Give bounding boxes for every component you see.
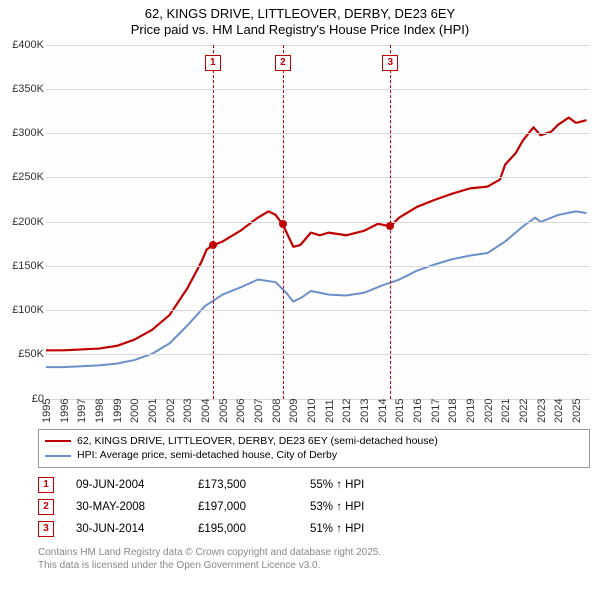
gridline-h <box>46 310 590 311</box>
gridline-h <box>46 266 590 267</box>
title-block: 62, KINGS DRIVE, LITTLEOVER, DERBY, DE23… <box>0 0 600 39</box>
event-marker-box: 2 <box>275 55 291 71</box>
event-price: £197,000 <box>198 501 288 513</box>
figure: 62, KINGS DRIVE, LITTLEOVER, DERBY, DE23… <box>0 0 600 590</box>
y-tick-label: £0 <box>0 393 44 405</box>
event-date: 30-JUN-2014 <box>76 523 176 535</box>
x-tick-label: 2014 <box>377 398 379 422</box>
series-price_paid <box>46 117 586 350</box>
x-tick-label: 2021 <box>500 398 502 422</box>
footnote-line-1: Contains HM Land Registry data © Crown c… <box>38 546 590 559</box>
plot-region: £0£50K£100K£150K£200K£250K£300K£350K£400… <box>46 45 590 399</box>
event-row: 3 30-JUN-2014 £195,000 51% ↑ HPI <box>38 518 590 540</box>
y-tick-label: £100K <box>0 304 44 316</box>
event-delta: 55% ↑ HPI <box>310 479 410 491</box>
legend-item: HPI: Average price, semi-detached house,… <box>45 448 583 463</box>
x-tick-label: 2006 <box>235 398 237 422</box>
gridline-h <box>46 222 590 223</box>
x-tick-label: 2016 <box>412 398 414 422</box>
gridline-h <box>46 177 590 178</box>
x-tick-label: 2005 <box>218 398 220 422</box>
x-tick-label: 2007 <box>253 398 255 422</box>
event-idx: 1 <box>38 477 54 493</box>
event-row: 2 30-MAY-2008 £197,000 53% ↑ HPI <box>38 496 590 518</box>
y-tick-label: £200K <box>0 216 44 228</box>
event-marker-dot <box>209 241 217 249</box>
x-tick-label: 1996 <box>59 398 61 422</box>
x-tick-label: 2017 <box>430 398 432 422</box>
legend-swatch <box>45 440 71 442</box>
legend-item: 62, KINGS DRIVE, LITTLEOVER, DERBY, DE23… <box>45 434 583 449</box>
x-tick-label: 2024 <box>553 398 555 422</box>
event-table: 1 09-JUN-2004 £173,500 55% ↑ HPI 2 30-MAY-200… <box>38 474 590 540</box>
footnote: Contains HM Land Registry data © Crown c… <box>38 546 590 572</box>
event-price: £173,500 <box>198 479 288 491</box>
x-tick-label: 2022 <box>518 398 520 422</box>
event-delta: 53% ↑ HPI <box>310 501 410 513</box>
x-tick-label: 2011 <box>324 399 326 423</box>
x-tick-label: 2020 <box>483 398 485 422</box>
gridline-h <box>46 354 590 355</box>
event-marker-box: 1 <box>205 55 221 71</box>
gridline-h <box>46 89 590 90</box>
gridline-h <box>46 45 590 46</box>
event-idx: 2 <box>38 499 54 515</box>
x-tick-label: 2010 <box>306 398 308 422</box>
gridline-h <box>46 133 590 134</box>
x-tick-label: 2003 <box>182 398 184 422</box>
x-tick-label: 1999 <box>112 398 114 422</box>
y-tick-label: £150K <box>0 260 44 272</box>
title-line-1: 62, KINGS DRIVE, LITTLEOVER, DERBY, DE23… <box>0 6 600 22</box>
x-tick-label: 2000 <box>129 398 131 422</box>
event-idx: 3 <box>38 521 54 537</box>
event-marker-dot <box>279 220 287 228</box>
event-row: 1 09-JUN-2004 £173,500 55% ↑ HPI <box>38 474 590 496</box>
x-tick-label: 2018 <box>447 398 449 422</box>
y-tick-label: £50K <box>0 348 44 360</box>
x-tick-label: 1995 <box>41 398 43 422</box>
x-tick-label: 2013 <box>359 398 361 422</box>
x-tick-label: 1997 <box>76 398 78 422</box>
title-line-2: Price paid vs. HM Land Registry's House … <box>0 22 600 38</box>
event-delta: 51% ↑ HPI <box>310 523 410 535</box>
x-tick-label: 2012 <box>341 398 343 422</box>
event-date: 09-JUN-2004 <box>76 479 176 491</box>
y-tick-label: £400K <box>0 39 44 51</box>
legend: 62, KINGS DRIVE, LITTLEOVER, DERBY, DE23… <box>38 429 590 468</box>
chart-area: £0£50K£100K£150K£200K£250K£300K£350K£400… <box>46 45 590 425</box>
y-tick-label: £350K <box>0 83 44 95</box>
x-tick-label: 2025 <box>571 398 573 422</box>
x-tick-label: 2008 <box>271 398 273 422</box>
x-tick-label: 2023 <box>536 398 538 422</box>
event-marker-line <box>213 45 214 399</box>
x-tick-label: 2019 <box>465 398 467 422</box>
event-marker-dot <box>386 222 394 230</box>
x-tick-label: 1998 <box>94 398 96 422</box>
event-marker-box: 3 <box>382 55 398 71</box>
legend-label: HPI: Average price, semi-detached house,… <box>77 448 337 463</box>
x-tick-label: 2001 <box>147 398 149 422</box>
y-tick-label: £250K <box>0 171 44 183</box>
x-tick-label: 2015 <box>394 398 396 422</box>
event-price: £195,000 <box>198 523 288 535</box>
footnote-line-2: This data is licensed under the Open Gov… <box>38 559 590 572</box>
x-tick-label: 2009 <box>288 398 290 422</box>
x-tick-label: 2002 <box>165 398 167 422</box>
legend-label: 62, KINGS DRIVE, LITTLEOVER, DERBY, DE23… <box>77 434 438 449</box>
x-tick-label: 2004 <box>200 398 202 422</box>
event-date: 30-MAY-2008 <box>76 501 176 513</box>
y-tick-label: £300K <box>0 127 44 139</box>
legend-swatch <box>45 455 71 457</box>
